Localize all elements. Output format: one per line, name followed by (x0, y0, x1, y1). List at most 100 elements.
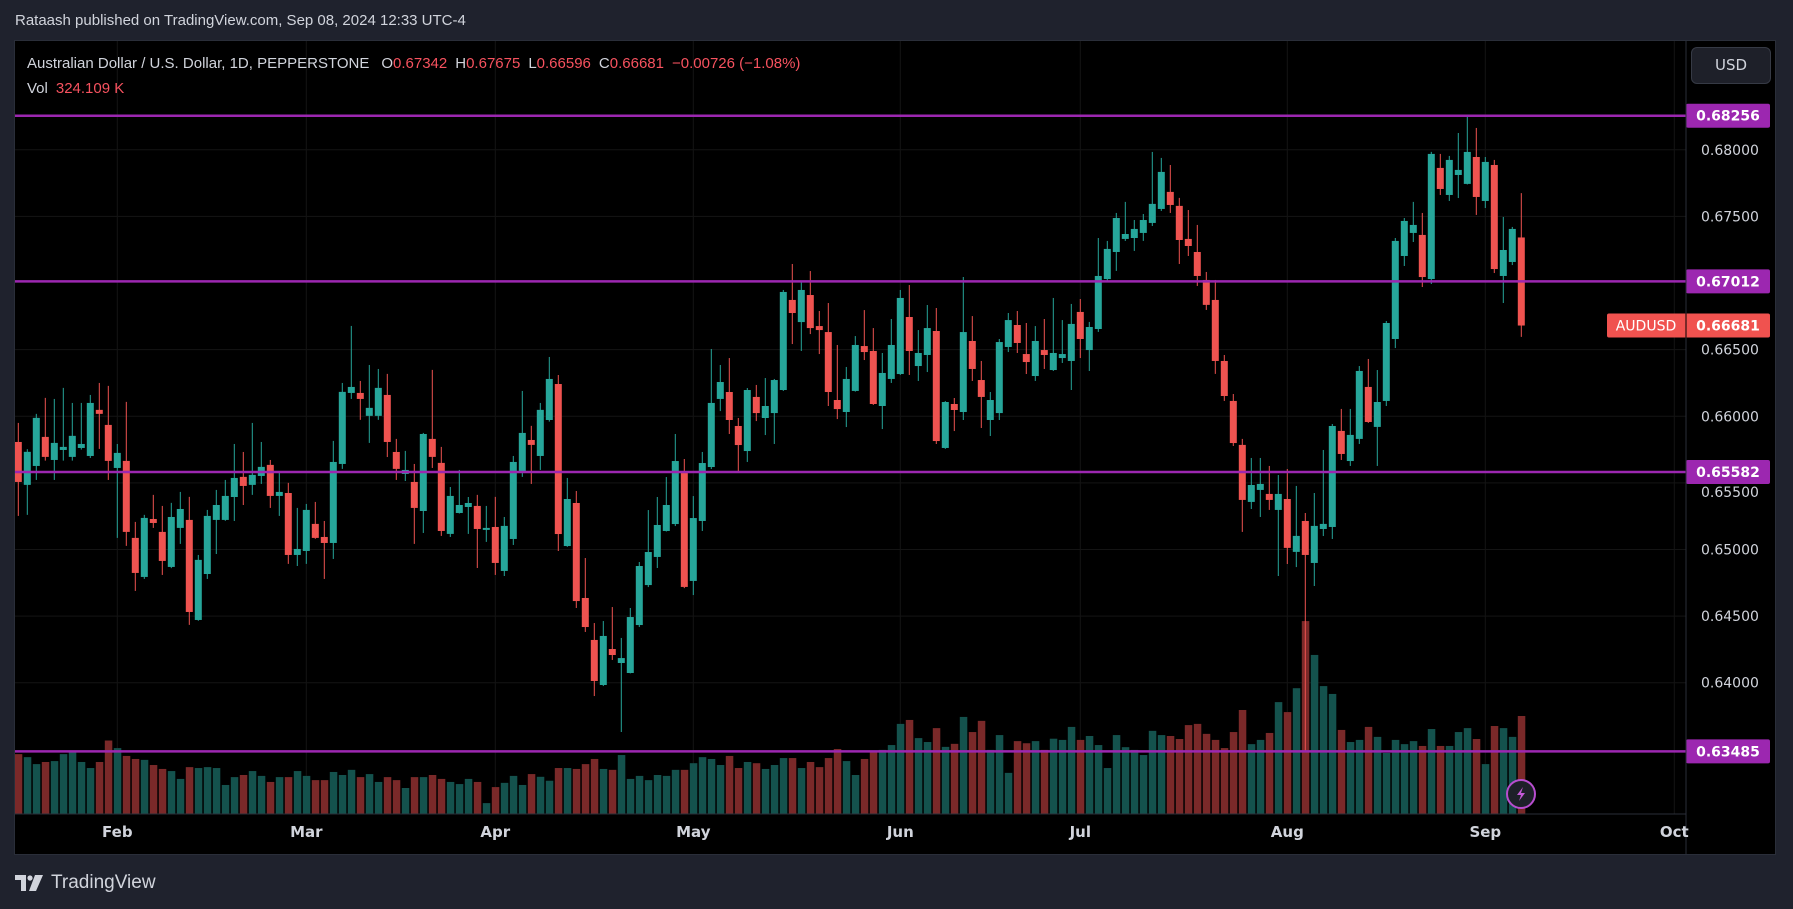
candle[interactable] (752, 384, 760, 422)
candle[interactable] (23, 449, 31, 515)
candle[interactable] (158, 505, 166, 575)
candle[interactable] (860, 310, 868, 361)
candle[interactable] (1211, 279, 1219, 374)
candle[interactable] (509, 455, 517, 545)
candle[interactable] (1472, 127, 1480, 215)
candle[interactable] (401, 450, 409, 482)
candle[interactable] (1148, 151, 1156, 227)
candle[interactable] (689, 496, 697, 596)
candle[interactable] (464, 496, 472, 534)
candle[interactable] (1463, 115, 1471, 185)
candle[interactable] (1310, 493, 1318, 586)
candle[interactable] (1103, 240, 1111, 282)
candle[interactable] (347, 325, 355, 399)
candle[interactable] (671, 433, 679, 527)
candle[interactable] (266, 459, 274, 508)
candle[interactable] (626, 607, 634, 674)
candle[interactable] (1355, 366, 1363, 444)
candle[interactable] (932, 307, 940, 444)
candle[interactable] (203, 509, 211, 579)
candle[interactable] (851, 336, 859, 392)
quick-action-button[interactable] (1506, 779, 1536, 809)
candle[interactable] (1265, 465, 1273, 510)
candle[interactable] (986, 392, 994, 436)
candle[interactable] (1445, 155, 1453, 201)
candle[interactable] (761, 378, 769, 436)
candle[interactable] (1067, 303, 1075, 391)
candle[interactable] (869, 328, 877, 405)
candle[interactable] (212, 489, 220, 555)
candle[interactable] (572, 491, 580, 608)
candle[interactable] (1427, 151, 1435, 284)
candle[interactable] (1040, 319, 1048, 369)
candle[interactable] (176, 491, 184, 544)
candle[interactable] (239, 451, 247, 505)
candle[interactable] (1031, 326, 1039, 381)
candle[interactable] (221, 479, 229, 521)
candle[interactable] (1391, 237, 1399, 349)
candle[interactable] (959, 277, 967, 420)
candle[interactable] (968, 316, 976, 381)
candle[interactable] (1373, 370, 1381, 466)
candle[interactable] (1436, 153, 1444, 195)
candle[interactable] (518, 390, 526, 477)
candle[interactable] (1013, 311, 1021, 353)
candle[interactable] (1166, 164, 1174, 213)
volume-label[interactable]: Vol (27, 80, 48, 97)
candle[interactable] (185, 496, 193, 625)
candle[interactable] (1076, 299, 1084, 359)
candle[interactable] (1364, 358, 1372, 423)
candle[interactable] (365, 364, 373, 443)
candle[interactable] (131, 521, 139, 591)
candle[interactable] (140, 514, 148, 579)
candle[interactable] (545, 356, 553, 422)
candle[interactable] (1112, 212, 1120, 271)
candle[interactable] (41, 397, 49, 461)
candle[interactable] (1328, 423, 1336, 539)
candle[interactable] (32, 413, 40, 480)
candle[interactable] (1319, 449, 1327, 537)
candle[interactable] (905, 285, 913, 375)
candle[interactable] (77, 402, 85, 450)
candle[interactable] (257, 441, 265, 484)
candle[interactable] (554, 374, 562, 551)
candle[interactable] (734, 417, 742, 472)
candle[interactable] (1220, 354, 1228, 401)
candle[interactable] (1139, 214, 1147, 241)
candle[interactable] (68, 402, 76, 461)
candle[interactable] (1022, 322, 1030, 375)
candle[interactable] (770, 378, 778, 444)
candle[interactable] (950, 398, 958, 432)
candle[interactable] (113, 443, 121, 538)
candle[interactable] (248, 422, 256, 495)
candle[interactable] (662, 477, 670, 532)
candle[interactable] (698, 451, 706, 531)
candle[interactable] (1004, 313, 1012, 353)
candle[interactable] (1301, 512, 1309, 752)
candle[interactable] (914, 330, 922, 381)
candle[interactable] (644, 510, 652, 588)
candle[interactable] (1292, 485, 1300, 568)
candle[interactable] (599, 621, 607, 687)
symbol-title[interactable]: Australian Dollar / U.S. Dollar, 1D, PEP… (27, 55, 370, 72)
candle[interactable] (1256, 457, 1264, 517)
candle[interactable] (284, 482, 292, 564)
candle[interactable] (536, 402, 544, 470)
candle[interactable] (437, 446, 445, 536)
candle[interactable] (977, 360, 985, 428)
candle[interactable] (167, 502, 175, 569)
candle[interactable] (1121, 201, 1129, 241)
candle[interactable] (608, 607, 616, 660)
candle[interactable] (194, 554, 202, 621)
candle[interactable] (563, 477, 571, 547)
candle[interactable] (581, 558, 589, 632)
candle[interactable] (635, 562, 643, 628)
candle[interactable] (1175, 197, 1183, 264)
candle[interactable] (50, 398, 58, 480)
candle[interactable] (356, 380, 364, 420)
candle[interactable] (842, 366, 850, 428)
candle[interactable] (311, 501, 319, 539)
candle[interactable] (815, 311, 823, 355)
candle[interactable] (1400, 218, 1408, 266)
candle[interactable] (1499, 216, 1507, 304)
